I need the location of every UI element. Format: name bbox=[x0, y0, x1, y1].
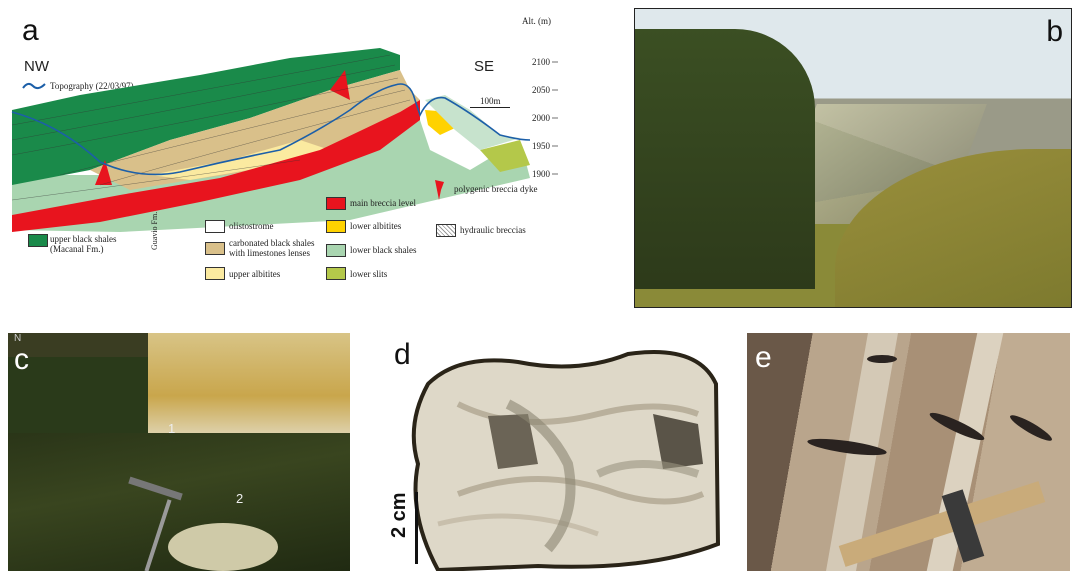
north-label: N bbox=[14, 333, 22, 344]
legend-swatch-olistostrome bbox=[205, 220, 225, 233]
scale-bar-label-2cm: 2 cm bbox=[388, 492, 410, 538]
legend-guavio-fm: Guavio Fm. bbox=[150, 211, 159, 250]
shale-clast bbox=[1007, 411, 1055, 445]
legend-upper-albitites: upper albitites bbox=[229, 269, 281, 279]
rock-face bbox=[148, 333, 350, 438]
altitude-tick: 2050 bbox=[532, 85, 550, 95]
legend-swatch-upper-albitites bbox=[205, 267, 225, 280]
marker-2: 2 bbox=[236, 491, 244, 506]
marker-1: 1 bbox=[168, 421, 176, 436]
altitude-tick: 1900 bbox=[532, 169, 550, 179]
se-label: SE bbox=[474, 58, 495, 75]
panel-d-letter: d bbox=[394, 338, 411, 371]
shale-clast bbox=[867, 355, 897, 363]
legend-olistostrome: olistostrome bbox=[229, 221, 274, 231]
dyke-icon bbox=[435, 180, 444, 200]
legend-carbonated-1: carbonated black shales bbox=[229, 238, 315, 248]
legend-main-breccia: main breccia level bbox=[350, 198, 416, 208]
legend-upper-black-shales: upper black shales bbox=[50, 234, 117, 244]
legend-polygenic-dyke: polygenic breccia dyke bbox=[454, 184, 538, 194]
topography-label: Topography (22/03/97) bbox=[50, 81, 134, 91]
panel-b-photo: b bbox=[634, 8, 1072, 308]
panel-d: d 2 cm bbox=[360, 330, 720, 571]
legend-swatch-lower-albitites bbox=[326, 220, 346, 233]
legend-macanal: (Macanal Fm.) bbox=[50, 244, 104, 254]
topography-line-icon bbox=[22, 82, 46, 90]
legend-swatch-lower-slits bbox=[326, 267, 346, 280]
legend-lower-black-shales: lower black shales bbox=[350, 245, 417, 255]
panel-c-photo: 1 2 N c bbox=[8, 333, 350, 571]
legend-lower-slits: lower slits bbox=[350, 269, 388, 279]
geological-cross-section bbox=[11, 48, 558, 232]
panel-e-letter: e bbox=[755, 341, 772, 374]
legend-carbonated-2: with limestones lenses bbox=[229, 248, 310, 258]
legend-swatch-carbonated bbox=[205, 242, 225, 255]
altitude-axis-label: Alt. (m) bbox=[522, 16, 551, 26]
panel-e-photo: e bbox=[747, 333, 1070, 571]
pale-rock-patch bbox=[168, 523, 278, 571]
legend-lower-albitites: lower albitites bbox=[350, 221, 402, 231]
legend-swatch-main-breccia bbox=[326, 197, 346, 210]
scale-bar bbox=[470, 107, 510, 108]
legend-hydraulic-breccias: hydraulic breccias bbox=[460, 225, 526, 235]
panel-b-letter: b bbox=[1046, 15, 1063, 48]
panel-c-letter: c bbox=[14, 343, 29, 376]
altitude-tick: 2100 bbox=[532, 57, 550, 67]
legend-swatch-hydraulic bbox=[436, 224, 456, 237]
scale-bar-label: 100m bbox=[480, 96, 501, 106]
scale-bar-2cm bbox=[415, 492, 418, 564]
panel-a-letter: a bbox=[22, 14, 39, 47]
nw-label: NW bbox=[24, 58, 49, 75]
hillside-left bbox=[635, 29, 815, 289]
legend-swatch-lower-black-shales bbox=[326, 244, 346, 257]
panel-a: a NW SE Topography (22/03/97) Alt. (m) 2… bbox=[0, 0, 560, 300]
altitude-tick: 2000 bbox=[532, 113, 550, 123]
altitude-tick: 1950 bbox=[532, 141, 550, 151]
legend-swatch-upper-black-shales bbox=[28, 234, 48, 247]
breccia-slab bbox=[411, 350, 720, 571]
